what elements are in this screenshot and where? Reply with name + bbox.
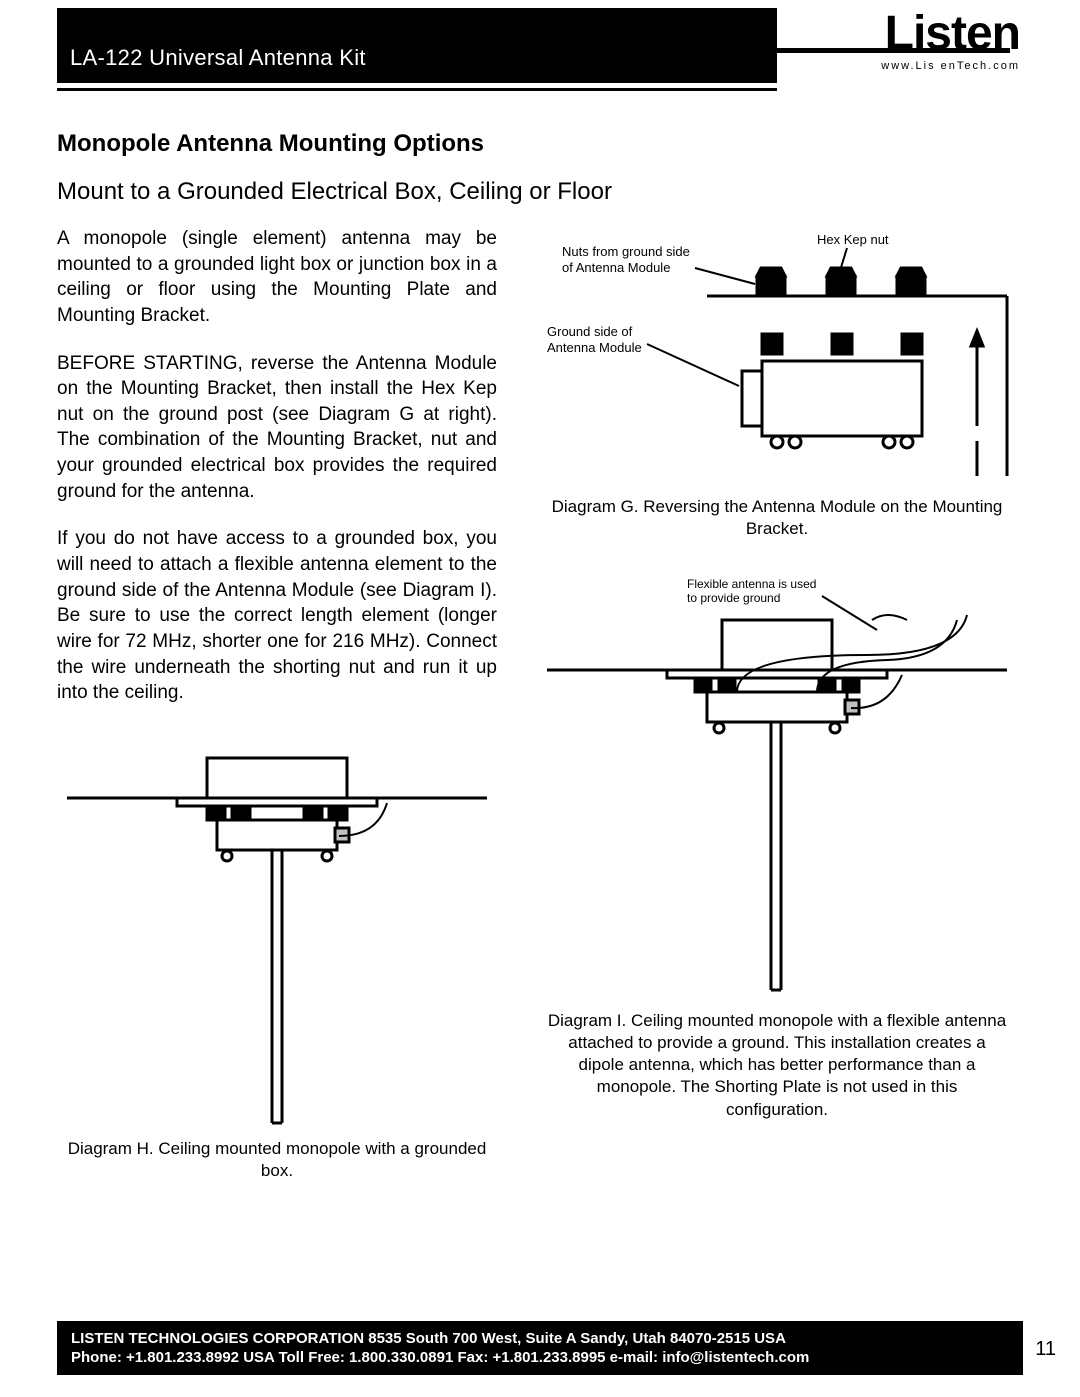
paragraph-1: A monopole (single element) antenna may … [57, 226, 497, 329]
logo: Listen www.Lis enTech.com [881, 10, 1020, 72]
logo-text: Listen [881, 10, 1020, 58]
diagram-h-svg [57, 728, 497, 1128]
label-flex-1: Flexible antenna is used [687, 577, 816, 591]
section-title: Monopole Antenna Mounting Options [57, 130, 1023, 158]
paragraph-3: If you do not have access to a grounded … [57, 526, 497, 705]
footer-line-2: Phone: +1.801.233.8992 USA Toll Free: 1.… [71, 1348, 1009, 1368]
label-nuts-1: Nuts from ground side [562, 244, 690, 259]
logo-url: www.Lis enTech.com [881, 60, 1020, 72]
label-hex-kep: Hex Kep nut [817, 232, 889, 247]
diagram-h: Diagram H. Ceiling mounted monopole with… [57, 728, 497, 1182]
diagram-g-svg: Hex Kep nut Nuts from ground side of Ant… [527, 226, 1027, 486]
label-flex-2: to provide ground [687, 591, 780, 605]
footer-line-1: LISTEN TECHNOLOGIES CORPORATION 8535 Sou… [71, 1329, 1009, 1349]
diagram-i: Flexible antenna is used to provide grou… [527, 560, 1027, 1120]
diagram-h-caption: Diagram H. Ceiling mounted monopole with… [57, 1138, 497, 1182]
page-content: Monopole Antenna Mounting Options Mount … [57, 130, 1023, 1202]
paragraph-2: BEFORE STARTING, reverse the Antenna Mod… [57, 351, 497, 505]
product-title: LA-122 Universal Antenna Kit [70, 45, 366, 71]
diagram-i-caption: Diagram I. Ceiling mounted monopole with… [527, 1010, 1027, 1120]
label-ground-1: Ground side of [547, 324, 633, 339]
diagram-i-svg: Flexible antenna is used to provide grou… [527, 560, 1027, 1000]
section-subtitle: Mount to a Grounded Electrical Box, Ceil… [57, 178, 1023, 206]
footer-bar: LISTEN TECHNOLOGIES CORPORATION 8535 Sou… [57, 1321, 1023, 1375]
diagram-g: Hex Kep nut Nuts from ground side of Ant… [527, 226, 1027, 540]
page-number: 11 [1031, 1338, 1060, 1361]
label-ground-2: Antenna Module [547, 340, 642, 355]
header-rule-2 [57, 88, 777, 91]
diagram-g-caption: Diagram G. Reversing the Antenna Module … [527, 496, 1027, 540]
label-nuts-2: of Antenna Module [562, 260, 670, 275]
